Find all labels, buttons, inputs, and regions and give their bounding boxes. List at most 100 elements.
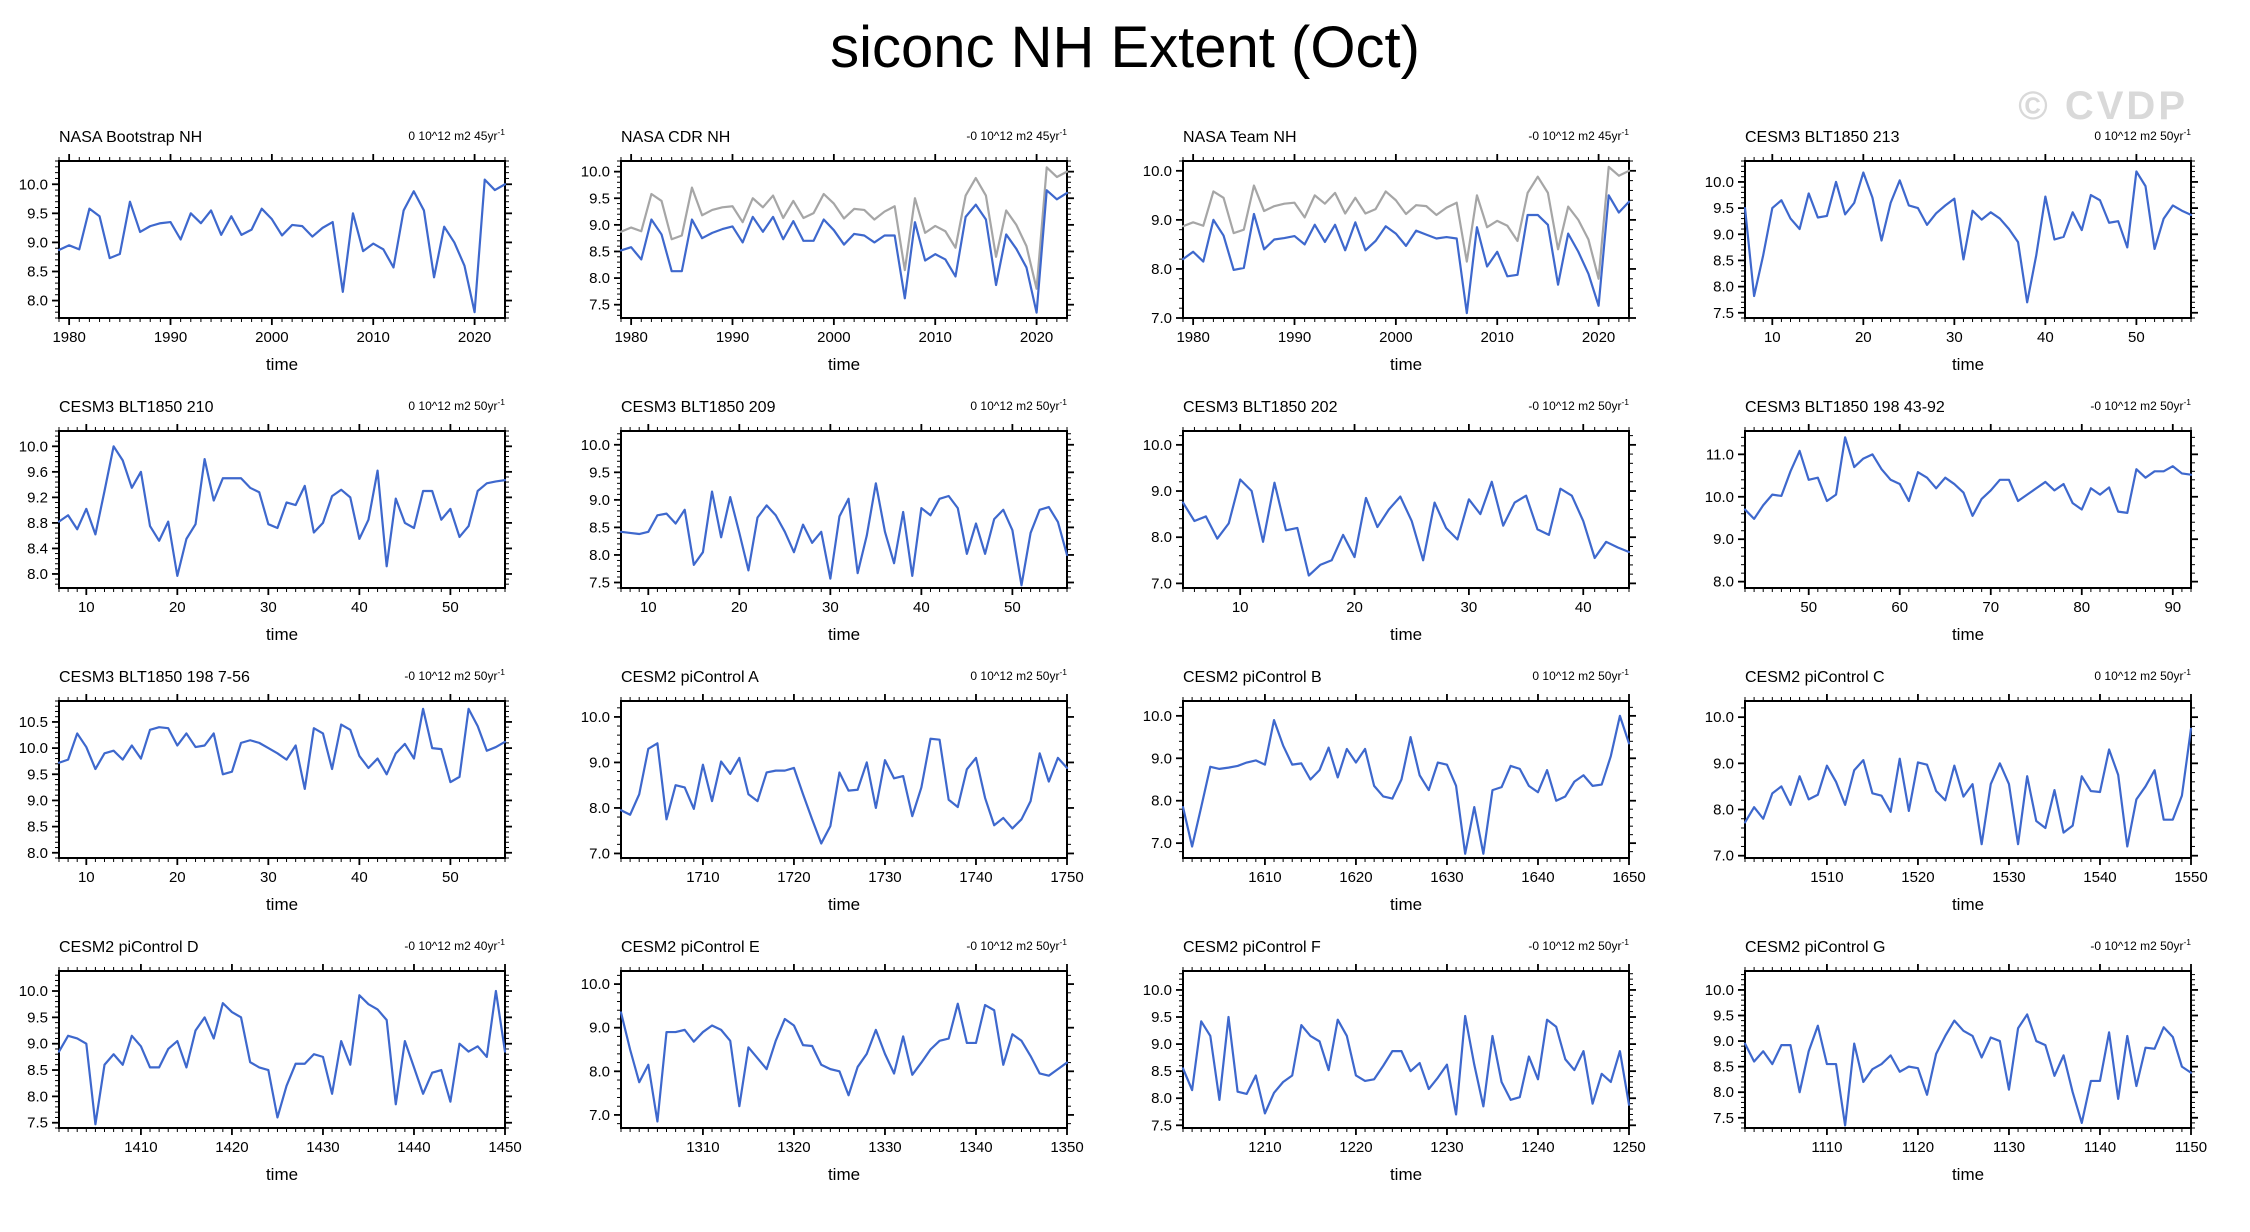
series-line-cesm3-blt1850-209 [619,482,1069,587]
chart-grid: NASA Bootstrap NH 0 10^12 m2 45yr-1 8.0 8.5… [1,118,2249,1198]
x-axis-label: time [1390,1165,1422,1184]
series-line-cesm3-blt1850-210 [57,445,507,577]
y-tick-label: 8.4 [27,540,48,557]
y-axis: 7.0 8.0 9.0 10.0 [1143,160,1636,327]
x-axis: 10 20 30 40 50 [620,424,1068,616]
x-tick-label: 40 [2037,329,2054,346]
x-tick-label: 20 [1346,599,1363,616]
x-tick-label: 1350 [1050,1139,1083,1156]
panel-title: CESM3 BLT1850 198 43-92 [1745,399,1945,416]
x-axis-label: time [1952,625,1984,644]
x-axis: 10 20 30 40 50 [58,424,506,616]
panel-16: CESM2 piControl G -0 10^12 m2 50yr-1 7.5 8.… [1705,937,2207,1184]
x-tick-label: 2010 [919,329,952,346]
y-tick-label: 7.0 [1151,835,1172,852]
panel-7: CESM3 BLT1850 202 -0 10^12 m2 50yr-1 7.0 8.… [1143,397,1636,644]
panel-title: NASA Team NH [1183,129,1297,146]
x-axis: 1610 1620 1630 1640 1650 [1182,694,1646,886]
x-axis: 1110 1120 1130 1140 1150 [1744,964,2207,1156]
y-axis: 7.0 8.0 9.0 10.0 [1705,707,2198,865]
x-tick-label: 1430 [306,1139,339,1156]
x-axis-label: time [828,355,860,374]
plot-frame [1744,160,2192,319]
y-tick-label: 8.5 [1151,1063,1172,1080]
x-tick-label: 1550 [2174,869,2207,886]
y-axis: 7.5 8.0 8.5 9.0 9.5 10.0 [1705,974,2198,1129]
panel-title: CESM2 piControl G [1745,939,1886,956]
y-axis: 7.5 8.0 8.5 9.0 9.5 10.0 [1143,973,1636,1134]
y-tick-label: 10.0 [1705,709,1734,726]
x-tick-label: 1310 [686,1139,719,1156]
y-axis: 8.0 8.5 9.0 9.5 10.0 [19,160,512,319]
x-tick-label: 40 [1575,599,1592,616]
panel-8: CESM3 BLT1850 198 43-92 -0 10^12 m2 50yr-… [1705,397,2198,644]
panel-trend: -0 10^12 m2 50yr-1 [404,667,505,683]
x-tick-label: 20 [731,599,748,616]
y-tick-label: 8.8 [27,515,48,532]
panel-title: CESM3 BLT1850 198 7-56 [59,669,250,686]
x-tick-label: 1740 [959,869,992,886]
x-tick-label: 1540 [2083,869,2116,886]
series-line-cesm2-picontrol-a [619,737,1069,845]
x-tick-label: 10 [1232,599,1249,616]
y-tick-label: 10.0 [19,176,48,193]
y-tick-label: 8.5 [27,819,48,836]
plot-frame [1182,970,1630,1129]
y-tick-label: 8.0 [27,566,48,583]
y-tick-label: 8.0 [1713,279,1734,296]
plot-frame [1182,160,1630,319]
y-tick-label: 9.5 [1713,1007,1734,1024]
y-tick-label: 9.5 [27,766,48,783]
panel-trend: 0 10^12 m2 50yr-1 [970,667,1067,683]
y-tick-label: 10.0 [1705,174,1734,191]
x-axis-label: time [1390,355,1422,374]
x-tick-label: 10 [640,599,657,616]
x-tick-label: 1980 [52,329,85,346]
y-tick-label: 9.6 [27,464,48,481]
y-axis: 7.0 8.0 9.0 10.0 [581,707,1074,862]
panel-2: NASA CDR NH -0 10^12 m2 45yr-1 7.5 8.0 8.5 9.… [581,127,1074,374]
panel-4: CESM3 BLT1850 213 0 10^12 m2 50yr-1 7.5 8.0… [1705,127,2198,374]
series-line-cesm3-blt1850-198-43-92 [1743,436,2193,520]
x-tick-label: 1220 [1339,1139,1372,1156]
x-tick-label: 30 [260,869,277,886]
panel-title: CESM3 BLT1850 202 [1183,399,1338,416]
series-line-cesm2-picontrol-d [57,989,507,1126]
panel-14: CESM2 piControl E -0 10^12 m2 50yr-1 7.0 8.… [581,937,1084,1184]
x-tick-label: 1510 [1810,869,1843,886]
x-tick-label: 1450 [488,1139,521,1156]
y-tick-label: 9.0 [589,217,610,234]
panel-title: CESM2 piControl F [1183,939,1321,956]
panel-trend: -0 10^12 m2 50yr-1 [1528,937,1629,953]
y-axis: 7.5 8.0 8.5 9.0 9.5 10.0 [581,433,1074,591]
series-line-cesm2-picontrol-f [1181,1014,1631,1116]
y-tick-label: 10.0 [19,740,48,757]
plot-frame [1744,430,2192,589]
panel-trend: 0 10^12 m2 50yr-1 [2094,127,2191,143]
panel-5: CESM3 BLT1850 210 0 10^12 m2 50yr-1 8.0 8.4… [19,397,512,644]
y-tick-label: 9.0 [1713,531,1734,548]
y-tick-label: 8.0 [27,1088,48,1105]
x-tick-label: 50 [1004,599,1021,616]
panel-title: CESM2 piControl B [1183,669,1322,686]
panel-trend: 0 10^12 m2 50yr-1 [408,397,505,413]
x-tick-label: 1250 [1612,1139,1645,1156]
y-tick-label: 10.0 [581,164,610,181]
panel-trend: -0 10^12 m2 50yr-1 [966,937,1067,953]
y-tick-label: 10.0 [1143,708,1172,725]
y-tick-label: 8.5 [27,263,48,280]
panel-trend: -0 10^12 m2 45yr-1 [1528,127,1629,143]
panel-13: CESM2 piControl D -0 10^12 m2 40yr-1 7.5 8.… [19,937,522,1184]
y-tick-label: 8.0 [1713,802,1734,819]
y-tick-label: 10.0 [581,709,610,726]
x-tick-label: 60 [1891,599,1908,616]
x-tick-label: 2010 [357,329,390,346]
x-axis-label: time [1952,895,1984,914]
y-tick-label: 9.0 [1151,483,1172,500]
panel-15: CESM2 piControl F -0 10^12 m2 50yr-1 7.5 8.… [1143,937,1646,1184]
panel-trend: -0 10^12 m2 50yr-1 [2090,937,2191,953]
x-axis-label: time [1390,625,1422,644]
y-tick-label: 9.0 [589,492,610,509]
plot-frame [620,430,1068,589]
y-tick-label: 9.0 [1151,212,1172,229]
